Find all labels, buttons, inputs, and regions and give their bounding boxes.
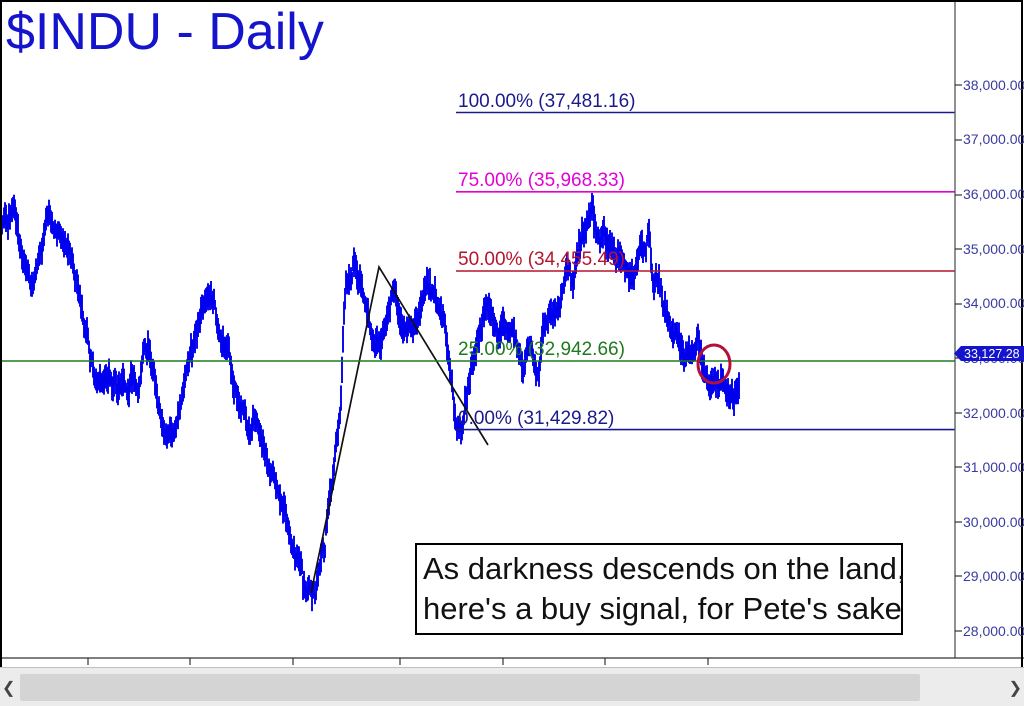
svg-text:33,127.28: 33,127.28 [964,347,1020,361]
